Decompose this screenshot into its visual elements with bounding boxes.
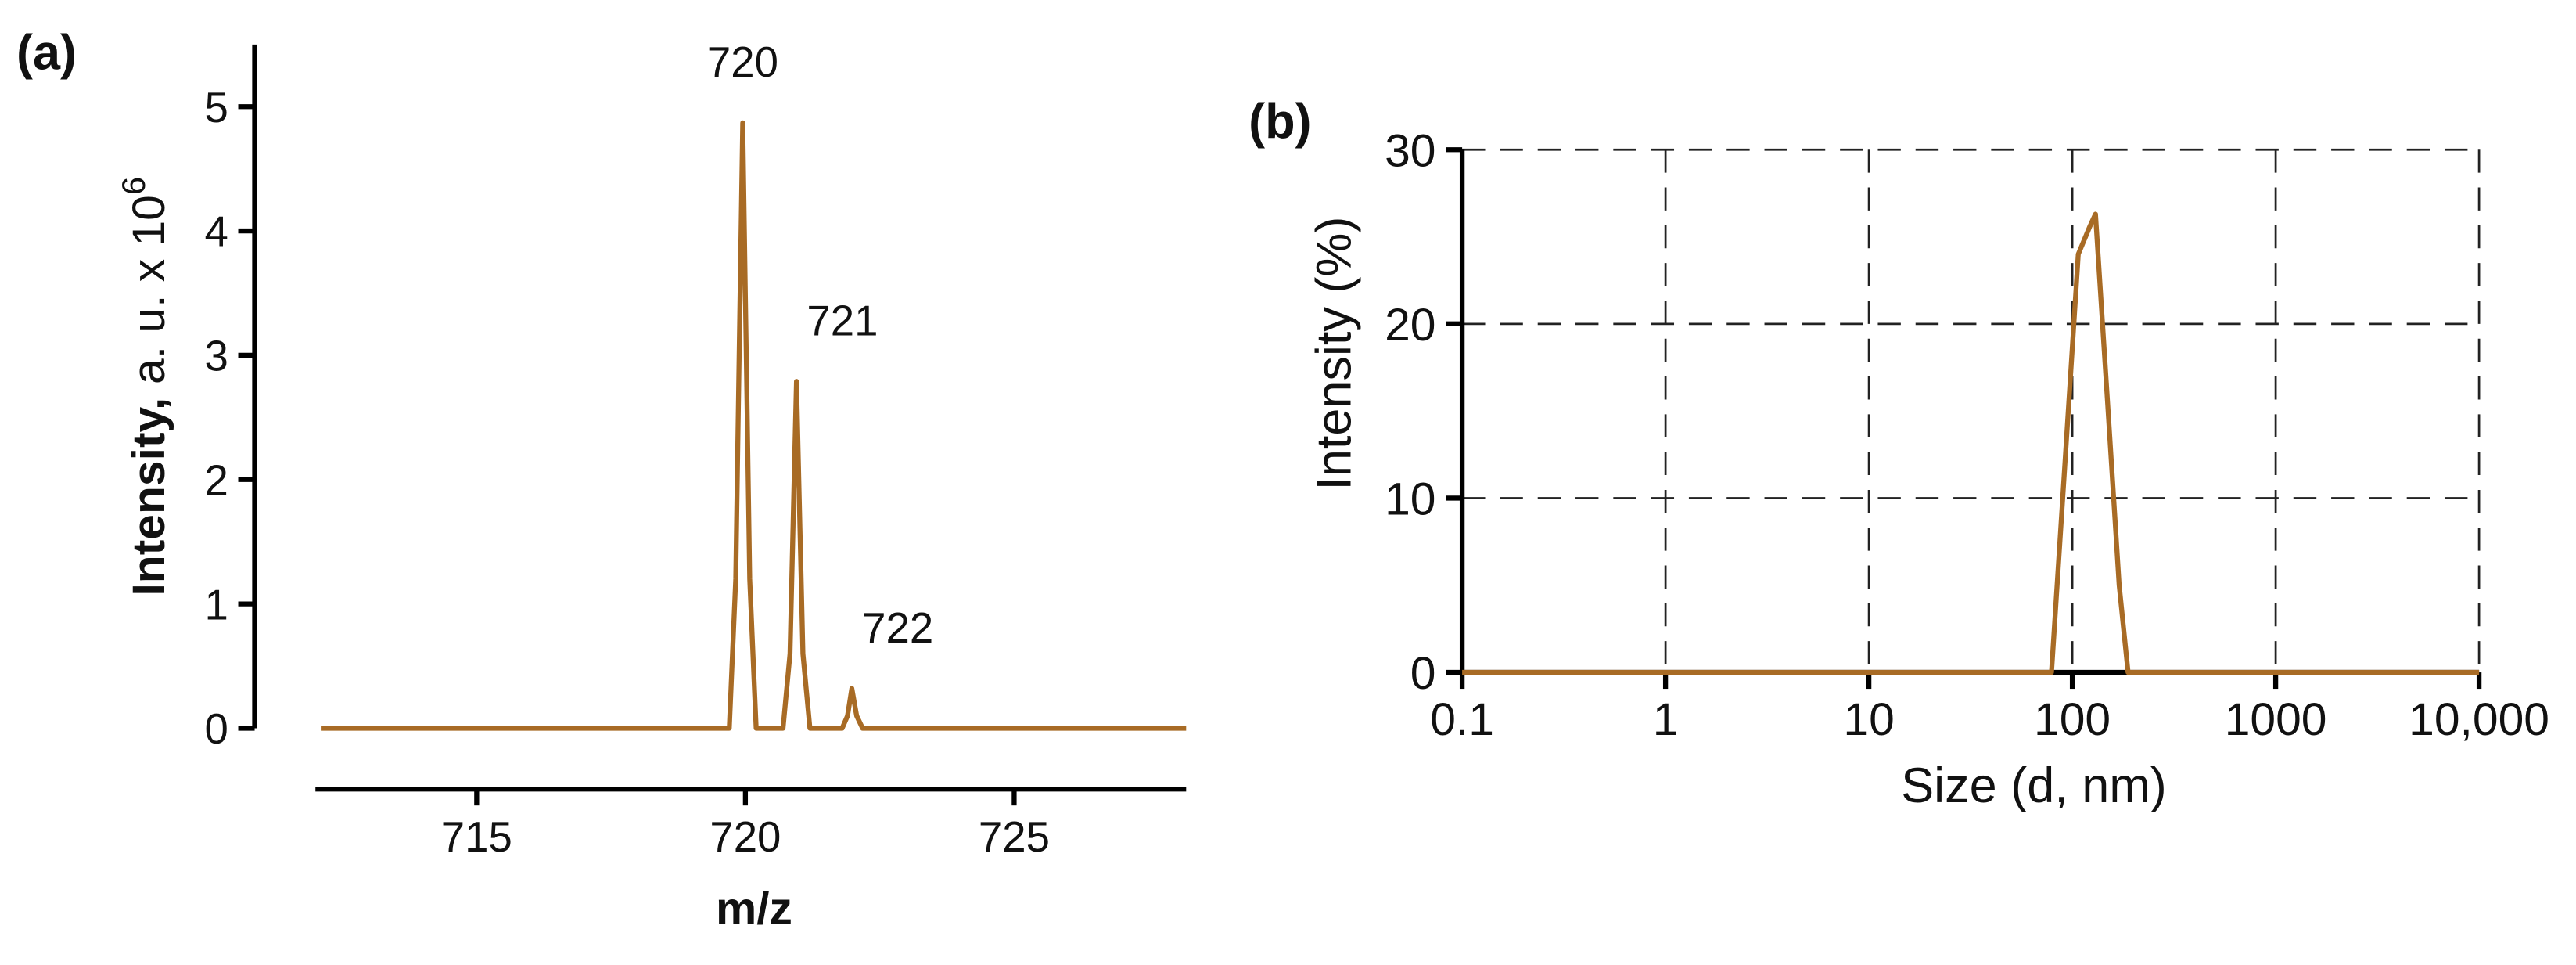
panel-label: (b) (1248, 95, 1311, 149)
y-tick-label: 0 (205, 705, 228, 753)
peak-label: 721 (807, 297, 878, 344)
y-tick-label: 2 (205, 456, 228, 504)
y-axis-label-bold: Intensity, (124, 398, 174, 596)
y-tick-label: 4 (205, 208, 228, 256)
y-tick-label: 30 (1385, 125, 1435, 176)
x-axis-label: m/z (716, 883, 792, 934)
y-axis-label-exponent: 6 (115, 177, 152, 195)
x-tick-label: 10 (1843, 694, 1894, 745)
x-tick-label: 715 (441, 813, 512, 861)
x-tick-label: 720 (710, 813, 781, 861)
x-tick-label: 10,000 (2409, 694, 2549, 745)
y-tick-label: 20 (1385, 300, 1435, 351)
y-tick-label: 3 (205, 333, 228, 380)
y-axis-label: Intensity (%) (1306, 217, 1361, 491)
y-tick-label: 10 (1385, 474, 1435, 525)
x-tick-label: 1000 (2225, 694, 2327, 745)
data-line (1462, 211, 2480, 675)
peak-label: 722 (862, 604, 933, 652)
y-tick-label: 0 (1410, 648, 1436, 699)
x-tick-label: 100 (2034, 694, 2111, 745)
x-tick-label: 1 (1653, 694, 1679, 745)
x-axis-label: Size (d, nm) (1901, 758, 2167, 813)
x-tick-label: 0.1 (1430, 694, 1494, 745)
y-tick-label: 1 (205, 581, 228, 628)
y-axis-label: Intensity, a. u. x 106 (115, 177, 174, 596)
y-tick-label: 5 (205, 84, 228, 131)
peak-label: 720 (707, 38, 778, 86)
data-line (321, 120, 1187, 731)
y-axis-label-text: Intensity (%) (1306, 217, 1361, 491)
y-axis-label-units: a. u. x 10 (124, 195, 174, 384)
panel-label: (a) (16, 25, 77, 80)
x-tick-label: 725 (979, 813, 1050, 861)
